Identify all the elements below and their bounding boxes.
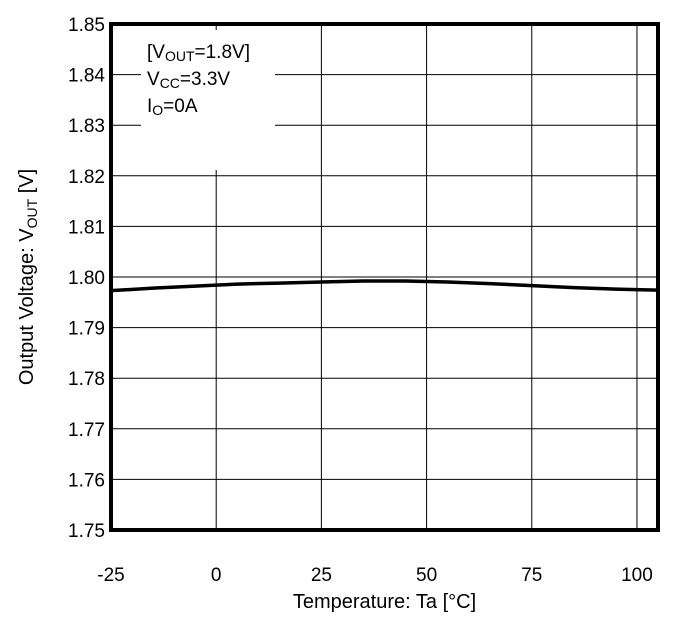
plot-frame bbox=[109, 22, 660, 532]
x-tick-label: 0 bbox=[211, 565, 222, 586]
y-tick-label: 1.80 bbox=[68, 268, 105, 289]
x-tick-label: 100 bbox=[621, 565, 653, 586]
y-axis-label-main: Output Voltage: V bbox=[16, 228, 38, 385]
x-tick-label: 25 bbox=[311, 565, 332, 586]
y-tick-label: 1.83 bbox=[68, 116, 105, 137]
x-tick-label: 75 bbox=[521, 565, 542, 586]
conditions-annotation: [VOUT=1.8V] VCC=3.3V IO=0A bbox=[147, 42, 250, 118]
y-tick-label: 1.76 bbox=[68, 470, 105, 491]
annotation-line: IO=0A bbox=[147, 96, 198, 118]
y-tick-label: 1.82 bbox=[68, 167, 105, 188]
y-tick-labels: 1.75 1.76 1.77 1.78 1.79 1.80 1.81 1.82 1.83 1.84… bbox=[68, 15, 105, 542]
y-tick-label: 1.78 bbox=[68, 369, 105, 390]
y-axis-label-sub: OUT bbox=[24, 198, 40, 228]
y-axis-label-unit: [V] bbox=[16, 169, 38, 199]
y-tick-label: 1.79 bbox=[68, 319, 105, 340]
y-tick-label: 1.77 bbox=[68, 420, 105, 441]
x-tick-label: -25 bbox=[97, 565, 124, 586]
y-axis-label: Output Voltage: VOUT [V] bbox=[16, 169, 40, 385]
annotation-line: [VOUT=1.8V] bbox=[147, 42, 250, 64]
x-axis-label: Temperature: Ta [°C] bbox=[293, 591, 476, 613]
annotation-background bbox=[141, 30, 275, 170]
annotation-line: VCC=3.3V bbox=[147, 69, 230, 91]
y-tick-label: 1.81 bbox=[68, 217, 105, 238]
series-layer bbox=[110, 279, 659, 293]
series-line bbox=[110, 279, 659, 293]
y-tick-label: 1.84 bbox=[68, 66, 105, 87]
x-tick-labels: -25 0 25 50 75 100 bbox=[97, 565, 653, 586]
y-tick-label: 1.75 bbox=[68, 521, 105, 542]
x-tick-label: 50 bbox=[416, 565, 437, 586]
y-tick-label: 1.85 bbox=[68, 15, 105, 36]
